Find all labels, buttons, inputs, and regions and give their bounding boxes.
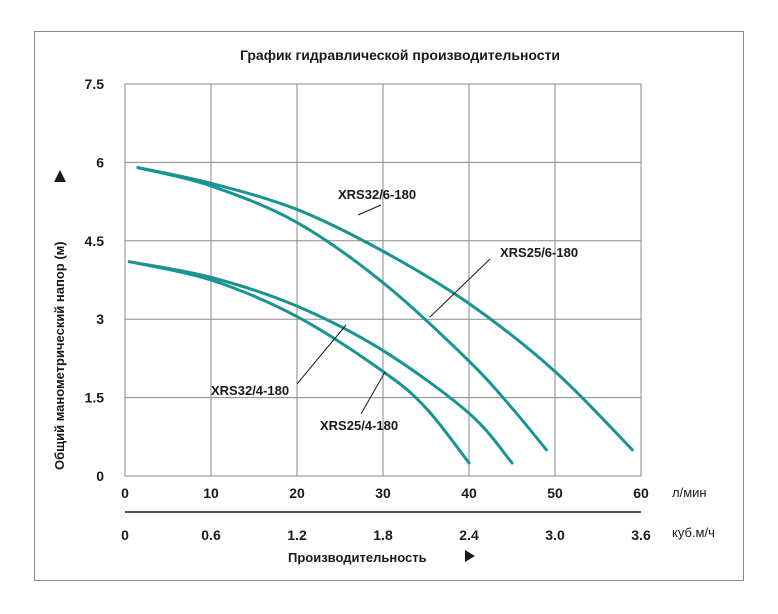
series-leader-lines <box>296 204 491 415</box>
x-axis-arrow-icon <box>465 550 475 562</box>
x-tick-label: 50 <box>547 485 563 501</box>
series-label-xrs32-6-180: XRS32/6-180 <box>338 187 416 202</box>
y-axis-ticks: 0 1.5 3 4.5 6 7.5 <box>85 76 105 484</box>
x2-tick-label: 3.0 <box>545 527 565 543</box>
y-tick-label: 4.5 <box>85 233 105 249</box>
x-axis-ticks-lpm: 0 10 20 30 40 50 60 <box>121 485 649 501</box>
y-tick-label: 7.5 <box>85 76 105 92</box>
y-tick-label: 0 <box>96 468 104 484</box>
x-tick-label: 60 <box>633 485 649 501</box>
x-tick-label: 30 <box>375 485 391 501</box>
x2-tick-label: 1.2 <box>287 527 307 543</box>
x-axis-title: Производительность <box>288 550 475 565</box>
series-line-xrs32-4-180 <box>127 260 514 465</box>
y-axis-arrow-icon <box>54 170 66 182</box>
series-line-xrs25-4-180 <box>127 260 471 465</box>
x-tick-label: 40 <box>461 485 477 501</box>
x2-tick-label: 0.6 <box>201 527 221 543</box>
y-tick-label: 6 <box>96 154 104 170</box>
series-line-xrs25-6-180 <box>136 166 548 452</box>
x2-tick-label: 0 <box>121 527 129 543</box>
x-unit-label: л/мин <box>672 485 707 500</box>
leader-line-xrs25-4-180 <box>360 371 386 415</box>
leader-line-xrs25-6-180 <box>429 258 491 318</box>
series <box>127 166 634 465</box>
x2-tick-label: 3.6 <box>631 527 651 543</box>
x-tick-label: 0 <box>121 485 129 501</box>
x2-tick-label: 2.4 <box>459 527 479 543</box>
x-tick-label: 20 <box>289 485 305 501</box>
chart-title: График гидравлической производительности <box>240 47 560 63</box>
series-label-xrs25-4-180: XRS25/4-180 <box>320 418 398 433</box>
leader-line-xrs32-4-180 <box>296 324 347 385</box>
y-axis-title: Общий манометрический напор (м) <box>52 170 67 470</box>
y-tick-label: 1.5 <box>85 390 105 406</box>
y-axis-label: Общий манометрический напор (м) <box>52 241 67 470</box>
leader-line-xrs32-6-180 <box>357 204 382 216</box>
y-tick-label: 3 <box>96 311 104 327</box>
x-tick-label: 10 <box>203 485 219 501</box>
x-axis-ticks-m3h: 0 0.6 1.2 1.8 2.4 3.0 3.6 <box>121 527 651 543</box>
x-axis-label: Производительность <box>288 550 427 565</box>
series-labels: XRS32/6-180 XRS25/6-180 XRS32/4-180 XRS25/4… <box>211 187 578 433</box>
chart-frame <box>34 31 744 581</box>
plot-border <box>124 83 642 477</box>
series-label-xrs25-6-180: XRS25/6-180 <box>500 245 578 260</box>
series-label-xrs32-4-180: XRS32/4-180 <box>211 383 289 398</box>
series-line-xrs32-6-180 <box>136 166 634 452</box>
x2-tick-label: 1.8 <box>373 527 393 543</box>
x2-unit-label: куб.м/ч <box>672 525 715 540</box>
